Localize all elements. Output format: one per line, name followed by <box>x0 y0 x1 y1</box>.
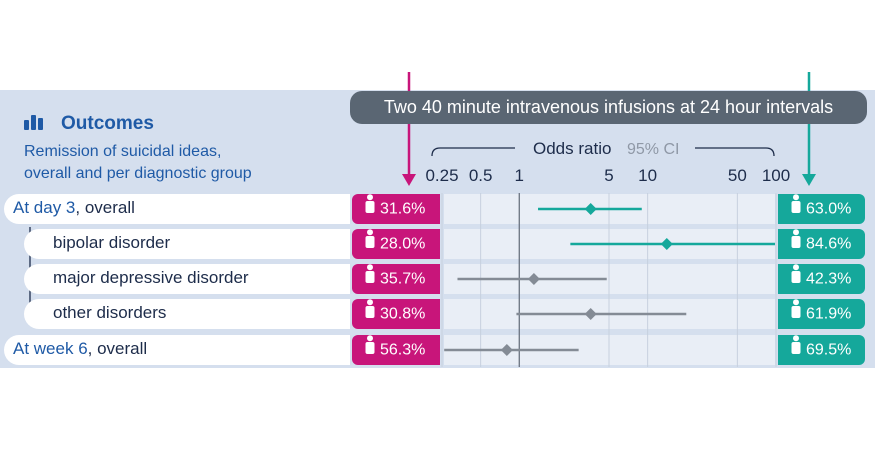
row-pill <box>4 194 350 224</box>
row-label-text: , overall <box>75 198 135 217</box>
x-tick-label: 5 <box>604 166 613 185</box>
row-label: At week 6, overall <box>13 339 147 359</box>
person-icon <box>364 229 376 260</box>
person-icon <box>790 335 802 366</box>
row-pill <box>24 264 350 294</box>
placebo-value: 35.7% <box>380 270 426 288</box>
x-tick-label: 0.5 <box>469 166 493 185</box>
intervention-banner: Two 40 minute intravenous infusions at 2… <box>350 91 867 124</box>
treatment-percentage: 84.6% <box>778 229 865 259</box>
person-icon <box>790 194 802 225</box>
x-tick-label: 10 <box>638 166 657 185</box>
treatment-arrow-head <box>802 174 816 186</box>
placebo-percentage: 56.3% <box>352 335 440 365</box>
section-subtitle: Remission of suicidal ideas, overall and… <box>24 143 252 182</box>
x-tick-label: 100 <box>762 166 790 185</box>
row-label-text: other disorders <box>53 303 167 322</box>
treatment-percentage: 69.5% <box>778 335 865 365</box>
row-label-text: major depressive disorder <box>53 268 249 287</box>
placebo-value: 56.3% <box>380 341 426 359</box>
row-pill <box>24 229 350 259</box>
person-icon <box>364 194 376 225</box>
placebo-value: 30.8% <box>380 305 426 323</box>
bar-chart-icon <box>24 120 29 130</box>
row-label: At day 3, overall <box>13 198 135 218</box>
placebo-percentage: 28.0% <box>352 229 440 259</box>
bar-chart-icon <box>31 115 36 130</box>
treatment-percentage: 63.0% <box>778 194 865 224</box>
row-pill <box>24 299 350 329</box>
person-icon <box>790 264 802 295</box>
treatment-value: 61.9% <box>806 305 852 323</box>
placebo-percentage: 30.8% <box>352 299 440 329</box>
bar-chart-icon <box>38 118 43 130</box>
axis-bracket-left <box>431 147 515 157</box>
x-tick-label: 50 <box>728 166 747 185</box>
row-label: other disorders <box>53 303 166 323</box>
x-tick-label: 1 <box>515 166 524 185</box>
odds-ratio-point <box>584 308 597 320</box>
placebo-value: 28.0% <box>380 235 426 253</box>
x-axis-note: 95% CI <box>627 141 679 158</box>
odds-ratio-point <box>527 273 540 285</box>
placebo-percentage: 35.7% <box>352 264 440 294</box>
person-icon <box>790 229 802 260</box>
treatment-value: 69.5% <box>806 341 852 359</box>
treatment-value: 84.6% <box>806 235 852 253</box>
section-title: Outcomes <box>61 113 154 134</box>
x-tick-label: 0.25 <box>425 166 458 185</box>
person-icon <box>364 335 376 366</box>
odds-ratio-point <box>500 344 513 356</box>
row-label-text: , overall <box>87 339 148 358</box>
treatment-percentage: 61.9% <box>778 299 865 329</box>
placebo-value: 31.6% <box>380 200 426 218</box>
treatment-percentage: 42.3% <box>778 264 865 294</box>
row-label-prefix: At day 3 <box>13 198 76 217</box>
row-label-text: bipolar disorder <box>53 233 171 252</box>
treatment-value: 42.3% <box>806 270 852 288</box>
person-icon <box>790 299 802 330</box>
row-pill <box>4 335 350 365</box>
odds-ratio-point <box>660 238 673 250</box>
row-label-prefix: At week 6 <box>13 339 88 358</box>
row-label: bipolar disorder <box>53 233 170 253</box>
person-icon <box>364 264 376 295</box>
row-label: major depressive disorder <box>53 268 249 288</box>
odds-ratio-point <box>584 203 597 215</box>
person-icon <box>364 299 376 330</box>
treatment-value: 63.0% <box>806 200 852 218</box>
x-axis-label: Odds ratio <box>533 139 611 158</box>
placebo-percentage: 31.6% <box>352 194 440 224</box>
axis-bracket-right <box>695 147 775 157</box>
placebo-arrow-head <box>402 174 416 186</box>
